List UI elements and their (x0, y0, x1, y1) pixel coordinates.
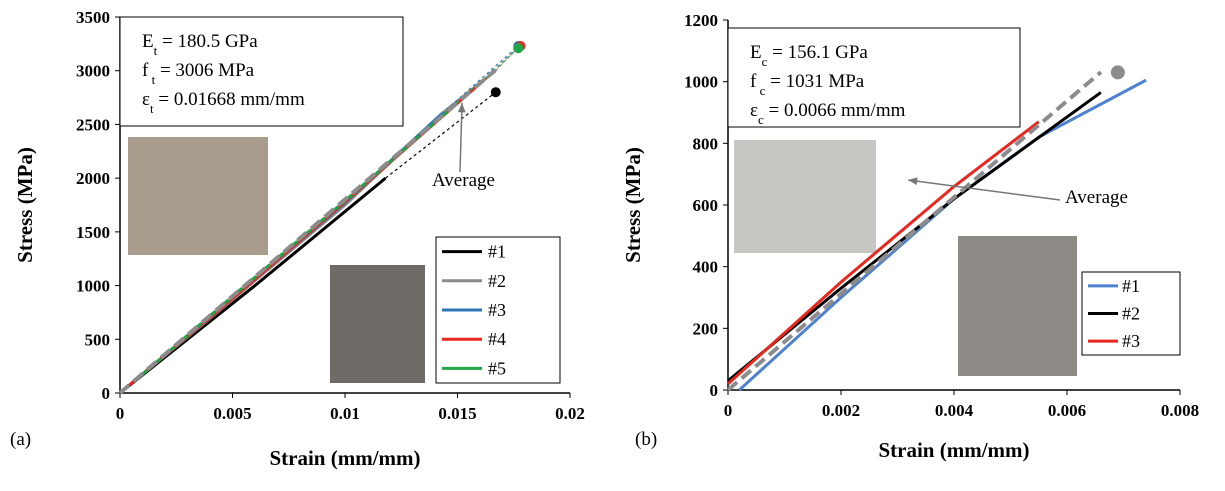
y-axis-label: Stress (MPa) (621, 147, 645, 263)
y-tick-label: 1500 (76, 223, 110, 242)
dashed-extension (441, 45, 519, 115)
y-tick-label: 1000 (76, 277, 110, 296)
legend-label: #3 (1122, 331, 1140, 351)
annotation-subscript: c (762, 54, 768, 69)
annotation-symbol: f (142, 60, 149, 81)
y-tick-label: 400 (693, 258, 719, 277)
annotation-subscript: c (756, 83, 765, 98)
arrow-head (908, 177, 918, 186)
annotation-value: = 3006 MPa (155, 60, 254, 81)
x-tick-label: 0.02 (555, 404, 585, 423)
annotation-box (119, 16, 404, 127)
photo (330, 265, 425, 383)
annotation-text: Ec = 156.1 GPa (750, 42, 868, 69)
x-tick-label: 0.006 (1048, 401, 1086, 420)
x-tick-label: 0.002 (822, 401, 860, 420)
y-tick-label: 3000 (76, 62, 110, 81)
arrow (907, 179, 1061, 201)
annotation-value: = 1031 MPa (765, 71, 864, 92)
average-end (1110, 65, 1125, 80)
photo (958, 236, 1077, 376)
arrow-head (457, 103, 466, 113)
y-tick-label: 200 (693, 319, 719, 338)
legend-label: #3 (488, 300, 506, 320)
legend-label: #2 (488, 271, 506, 291)
annotation-value: = 180.5 GPa (157, 31, 258, 52)
annotation-subscript: t (148, 72, 155, 87)
annotation-symbol: f (750, 71, 757, 92)
x-axis-label: Strain (mm/mm) (269, 446, 420, 470)
failure-point (490, 87, 501, 98)
legend-label: #1 (1122, 276, 1140, 296)
arrow (459, 102, 463, 173)
annotation-value: = 0.01668 mm/mm (154, 89, 305, 110)
legend-label: #2 (1122, 304, 1140, 324)
annotation-text: Et = 180.5 GPa (142, 31, 258, 58)
photo (734, 140, 876, 253)
average-line (726, 70, 1103, 392)
x-tick-label: 0.008 (1161, 401, 1199, 420)
annotation-text: εt = 0.01668 mm/mm (142, 89, 305, 116)
y-tick-label: 1000 (684, 73, 718, 92)
annotation-symbol: E (142, 31, 154, 52)
average-label: Average (1065, 187, 1128, 208)
y-tick-label: 600 (693, 196, 719, 215)
average-line (118, 68, 497, 395)
average-label: Average (432, 170, 495, 191)
dashed-extension (385, 91, 497, 179)
y-tick-label: 3500 (76, 8, 110, 27)
panel-label: (b) (635, 429, 657, 450)
annotation-text: f c = 1031 MPa (750, 71, 865, 98)
y-axis-label: Stress (MPa) (13, 147, 37, 263)
panel-label: (a) (10, 429, 31, 450)
annotation-subscript: t (154, 43, 158, 58)
annotation-text: εc = 0.0066 mm/mm (750, 100, 906, 127)
photo (128, 137, 268, 255)
annotation-subscript: t (150, 101, 154, 116)
series-line (726, 120, 1040, 385)
x-tick-label: 0.004 (935, 401, 974, 420)
y-tick-label: 800 (693, 134, 719, 153)
x-tick-label: 0.01 (330, 404, 360, 423)
annotation-text: f t = 3006 MPa (142, 60, 255, 87)
legend-label: #1 (488, 242, 506, 262)
annotation-symbol: ε (750, 100, 758, 121)
annotation-symbol: ε (142, 89, 150, 110)
x-tick-label: 0 (724, 401, 733, 420)
y-tick-label: 1200 (684, 11, 718, 30)
x-tick-label: 0.015 (438, 404, 476, 423)
annotation-box (727, 27, 1021, 128)
y-tick-label: 0 (710, 381, 719, 400)
annotation-value: = 0.0066 mm/mm (764, 100, 906, 121)
y-tick-label: 500 (85, 330, 111, 349)
y-tick-label: 2000 (76, 169, 110, 188)
legend-label: #4 (488, 329, 506, 349)
failure-point (513, 43, 524, 54)
y-tick-label: 0 (102, 384, 111, 403)
x-tick-label: 0.005 (213, 404, 251, 423)
annotation-value: = 156.1 GPa (767, 42, 868, 63)
y-tick-label: 2500 (76, 115, 110, 134)
annotation-subscript: c (758, 112, 764, 127)
x-tick-label: 0 (116, 404, 125, 423)
annotation-symbol: E (750, 42, 762, 63)
x-axis-label: Strain (mm/mm) (878, 438, 1029, 462)
legend-label: #5 (488, 358, 506, 378)
